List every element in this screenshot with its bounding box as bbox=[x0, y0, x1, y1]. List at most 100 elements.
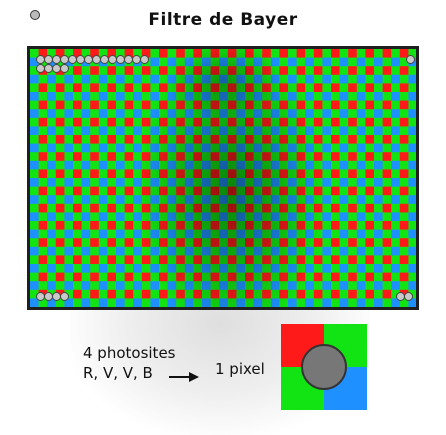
photosite-cell bbox=[339, 83, 349, 93]
photosite-cell bbox=[374, 272, 383, 282]
photosite-cell bbox=[279, 169, 289, 179]
photosite-cell bbox=[253, 83, 263, 93]
photosite-cell bbox=[279, 281, 289, 291]
photosite-cell bbox=[253, 169, 263, 179]
photosite-cell bbox=[141, 272, 151, 282]
photosite-cell bbox=[365, 255, 375, 265]
photosite-cell bbox=[348, 272, 358, 282]
photosite-cell bbox=[408, 229, 416, 239]
photosite-cell bbox=[159, 49, 168, 58]
photosite-cell bbox=[81, 117, 91, 127]
photosite-cell bbox=[81, 298, 91, 307]
photosite-cell bbox=[382, 238, 392, 248]
photosite-cell bbox=[47, 152, 57, 162]
photosite-cell bbox=[73, 221, 82, 230]
photosite-cell bbox=[356, 238, 366, 248]
photosite-cell bbox=[236, 186, 246, 196]
photosite-cell bbox=[253, 229, 263, 239]
photosite-cell bbox=[270, 160, 280, 170]
photosite-cell bbox=[202, 246, 211, 256]
photosite-cell bbox=[38, 160, 48, 170]
photosite-cell bbox=[382, 160, 392, 170]
photosite-cell bbox=[176, 238, 186, 248]
photosite-cell bbox=[73, 203, 82, 213]
photosite-cell bbox=[262, 74, 272, 84]
photosite-cell bbox=[116, 255, 125, 265]
photosite-cell bbox=[313, 143, 323, 153]
photosite-cell bbox=[81, 100, 91, 110]
photosite-cell bbox=[408, 203, 416, 213]
photosite-cell bbox=[64, 135, 74, 144]
photosite-cell bbox=[391, 135, 401, 144]
photosite-cell bbox=[116, 212, 125, 222]
photosite-cell bbox=[356, 49, 366, 58]
photosite-cell bbox=[55, 238, 65, 248]
photosite-cell bbox=[133, 272, 143, 282]
photosite-cell bbox=[124, 264, 134, 273]
photosite-cell bbox=[167, 221, 177, 230]
photosite-cell bbox=[55, 169, 65, 179]
photosite-cell bbox=[141, 229, 151, 239]
photosite-cell bbox=[150, 66, 160, 76]
photosite-cell bbox=[296, 255, 306, 265]
photosite-cell bbox=[141, 298, 151, 307]
photosite-cell bbox=[245, 109, 254, 119]
photosite-cell bbox=[339, 49, 349, 58]
photosite-cell bbox=[262, 169, 272, 179]
photosite-cell bbox=[322, 203, 332, 213]
photosite-cell bbox=[262, 100, 272, 110]
photosite-cell bbox=[30, 272, 39, 282]
photosite-cell bbox=[30, 83, 39, 93]
photosite-cell bbox=[81, 203, 91, 213]
photosite-cell bbox=[107, 281, 117, 291]
photosite-cell bbox=[150, 160, 160, 170]
photosite-cell bbox=[270, 66, 280, 76]
photosite-cell bbox=[141, 126, 151, 136]
photosite-cell bbox=[167, 238, 177, 248]
photosite-cell bbox=[356, 66, 366, 76]
photosite-cell bbox=[193, 169, 203, 179]
photosite-cell bbox=[331, 135, 340, 144]
photosite-cell bbox=[322, 109, 332, 119]
photosite-cell bbox=[227, 100, 237, 110]
photosite-cell bbox=[374, 83, 383, 93]
photosite-cell bbox=[124, 49, 134, 58]
photosite-cell bbox=[262, 212, 272, 222]
photosite-cell bbox=[305, 264, 315, 273]
photosite-cell bbox=[219, 178, 229, 187]
photosite-cell bbox=[193, 57, 203, 67]
photosite-cell bbox=[305, 178, 315, 187]
photosite-cell bbox=[55, 109, 65, 119]
photosite-cell bbox=[141, 83, 151, 93]
photosite-cell bbox=[141, 246, 151, 256]
photosite-cell bbox=[399, 203, 409, 213]
photosite-cell bbox=[81, 264, 91, 273]
photosite-cell bbox=[141, 143, 151, 153]
photosite-cell bbox=[313, 289, 323, 299]
photosite-cell bbox=[288, 195, 297, 205]
photosite-cell bbox=[116, 100, 125, 110]
photosite-cell bbox=[47, 221, 57, 230]
photosite-cell bbox=[107, 74, 117, 84]
photosite-cell bbox=[141, 281, 151, 291]
photosite-cell bbox=[159, 169, 168, 179]
photosite-cell bbox=[116, 195, 125, 205]
photosite-cell bbox=[38, 83, 48, 93]
photosite-cell bbox=[81, 169, 91, 179]
photosite-cell bbox=[150, 109, 160, 119]
photosite-cell bbox=[313, 264, 323, 273]
photosite-cell bbox=[30, 74, 39, 84]
photosite-cell bbox=[339, 126, 349, 136]
photosite-cell bbox=[98, 66, 108, 76]
photosite-cell bbox=[399, 255, 409, 265]
photosite-cell bbox=[159, 109, 168, 119]
photosite-cell bbox=[193, 238, 203, 248]
photosite-cell bbox=[150, 289, 160, 299]
photosite-cell bbox=[116, 152, 125, 162]
photosite-cell bbox=[90, 135, 100, 144]
photosite-cell bbox=[313, 117, 323, 127]
photosite-cell bbox=[133, 126, 143, 136]
photosite-cell bbox=[391, 49, 401, 58]
photosite-cell bbox=[73, 83, 82, 93]
photosite-cell bbox=[331, 298, 340, 307]
